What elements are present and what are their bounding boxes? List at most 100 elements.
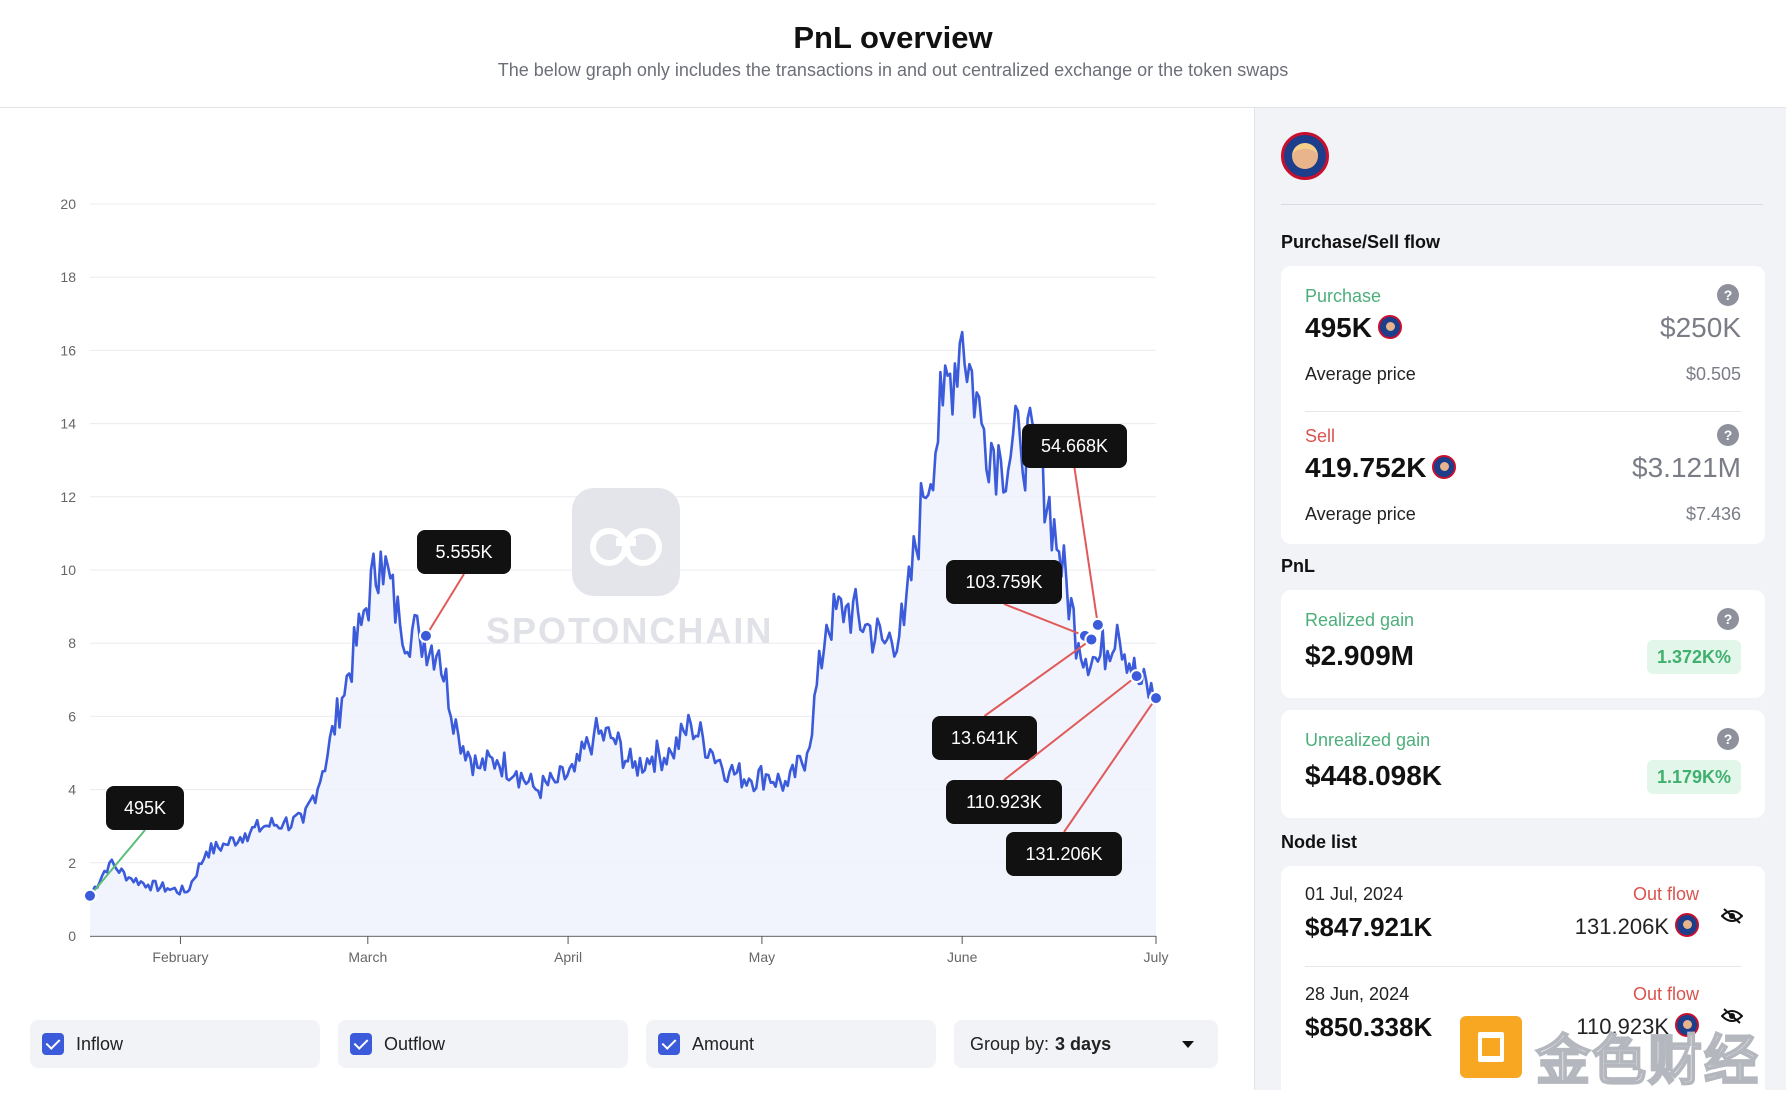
node-type: Out flow <box>1632 884 1699 904</box>
divider <box>1305 411 1741 412</box>
sell-avg-value: $7.436 <box>1685 504 1741 524</box>
chart-svg: 0 2 4 6 8 10 12 14 16 18 20 February March April May Ju… <box>60 196 1169 965</box>
node-list: 01 Jul, 2024 Out flow $847.921K 131.206K… <box>1281 866 1765 1090</box>
help-icon[interactable]: ? <box>1717 728 1739 750</box>
marker-callout[interactable]: 54.668K <box>1022 424 1127 632</box>
toggle-inflow[interactable]: Inflow <box>30 1020 320 1068</box>
marker-point[interactable] <box>1149 691 1163 706</box>
callout-box <box>932 716 1037 760</box>
x-tick-label: March <box>348 949 387 965</box>
marker-callout[interactable]: 131.206K <box>1006 691 1163 876</box>
callout-leader-line <box>1003 675 1138 781</box>
x-tick-label: July <box>1144 949 1169 965</box>
jinse-logo-icon <box>1460 1016 1522 1078</box>
y-tick-label: 6 <box>68 708 76 724</box>
group-by-value: 3 days <box>1055 1033 1112 1054</box>
eye-off-icon[interactable] <box>1721 908 1743 924</box>
node-amount: 131.206K <box>1575 913 1699 940</box>
help-icon[interactable]: ? <box>1717 424 1739 446</box>
purchase-avg-label: Average price <box>1305 364 1416 384</box>
page-subtitle: The below graph only includes the transa… <box>497 60 1289 80</box>
checkbox-checked-icon[interactable] <box>658 1033 680 1055</box>
y-tick-label: 0 <box>68 928 76 944</box>
divider <box>1281 204 1763 205</box>
jinse-watermark-text: 金色财经 <box>1535 1030 1760 1092</box>
callout-leader-line <box>425 573 465 637</box>
marker-point[interactable] <box>83 888 97 903</box>
help-icon[interactable]: ? <box>1717 608 1739 630</box>
marker-point[interactable] <box>1129 669 1144 684</box>
marker-callout[interactable]: 5.555K <box>417 530 511 643</box>
token-icon <box>1432 454 1457 479</box>
callout-leader-line <box>1063 697 1157 833</box>
pnl-chart: 0 2 4 6 8 10 12 14 16 18 20 February March April May Ju… <box>0 108 1254 1090</box>
y-tick-label: 16 <box>60 342 76 358</box>
callout-box <box>417 530 511 574</box>
callout-box <box>1022 424 1127 468</box>
marker-callout[interactable]: 103.759K <box>946 560 1092 643</box>
checkbox-checked-icon[interactable] <box>42 1033 64 1055</box>
unrealized-value: $448.098K <box>1305 760 1443 791</box>
page-title: PnL overview <box>793 20 993 55</box>
sell-usd: $3.121M <box>1632 452 1741 483</box>
purchase-sell-card: Purchase ? 495K $250K Average price $0.5… <box>1281 266 1765 544</box>
callout-label: 495K <box>124 798 166 818</box>
y-tick-label: 14 <box>60 416 76 432</box>
group-by-select[interactable]: Group by: 3 days <box>954 1020 1218 1068</box>
node-item[interactable]: 28 Jun, 2024 Out flow $850.338K 110.923K <box>1281 966 1765 1066</box>
marker-callout[interactable]: 13.641K <box>932 632 1099 760</box>
node-list-title: Node list <box>1281 832 1358 852</box>
realized-value: $2.909M <box>1305 640 1414 671</box>
callout-label: 110.923K <box>966 792 1042 812</box>
group-by-label: Group by: <box>970 1033 1050 1054</box>
marker-callout[interactable]: 110.923K <box>946 669 1144 824</box>
marker-point[interactable] <box>1090 617 1105 632</box>
y-tick-label: 12 <box>60 489 76 505</box>
side-panel: Purchase/Sell flow Purchase ? 495K $250K… <box>1254 108 1786 1090</box>
pnl-section-title: PnL <box>1281 556 1315 576</box>
toggle-label: Inflow <box>76 1033 124 1054</box>
marker-point[interactable] <box>1084 632 1099 647</box>
callout-leader-line <box>89 829 146 897</box>
purchase-label: Purchase <box>1305 286 1382 306</box>
chevron-down-icon <box>1182 1041 1194 1048</box>
toggle-amount[interactable]: Amount <box>646 1020 936 1068</box>
node-type: Out flow <box>1632 984 1699 1004</box>
toggle-outflow[interactable]: Outflow <box>338 1020 628 1068</box>
node-value: $847.921K <box>1305 912 1433 942</box>
callout-label: 103.759K <box>965 572 1042 592</box>
sell-label: Sell <box>1305 426 1336 446</box>
y-tick-label: 10 <box>60 562 76 578</box>
divider <box>1305 966 1741 967</box>
x-tick-label: April <box>554 949 582 965</box>
marker-callout[interactable]: 495K <box>83 786 184 903</box>
marker-point[interactable] <box>418 628 433 643</box>
y-tick-label: 2 <box>68 855 76 871</box>
y-tick-label: 18 <box>60 269 76 285</box>
sell-amount: 419.752K <box>1305 452 1457 484</box>
node-date: 28 Jun, 2024 <box>1305 984 1410 1004</box>
y-tick-label: 8 <box>68 635 76 651</box>
x-tick-label: May <box>749 949 775 965</box>
callout-leader-line <box>983 638 1092 717</box>
jinse-watermark: 金色财经 <box>1460 1012 1786 1092</box>
checkbox-checked-icon[interactable] <box>350 1033 372 1055</box>
callout-leader-line <box>1003 603 1086 637</box>
callout-label: 131.206K <box>1025 844 1102 864</box>
unrealized-label: Unrealized gain <box>1305 730 1431 750</box>
node-item[interactable]: 01 Jul, 2024 Out flow $847.921K 131.206K <box>1281 866 1765 966</box>
eye-off-icon[interactable] <box>1721 1008 1743 1024</box>
node-value: $850.338K <box>1305 1012 1433 1042</box>
callout-label: 54.668K <box>1041 436 1108 456</box>
page-header: PnL overview The below graph only includ… <box>0 0 1786 108</box>
token-avatar <box>1281 132 1329 180</box>
help-icon[interactable]: ? <box>1717 284 1739 306</box>
sell-avg-label: Average price <box>1305 504 1416 524</box>
y-tick-label: 20 <box>60 196 76 212</box>
token-icon <box>1377 314 1402 339</box>
series-area <box>90 332 1156 937</box>
x-tick-label: February <box>152 949 208 965</box>
callout-box <box>946 780 1062 824</box>
y-tick-label: 4 <box>68 782 76 798</box>
purchase-usd: $250K <box>1660 312 1741 343</box>
